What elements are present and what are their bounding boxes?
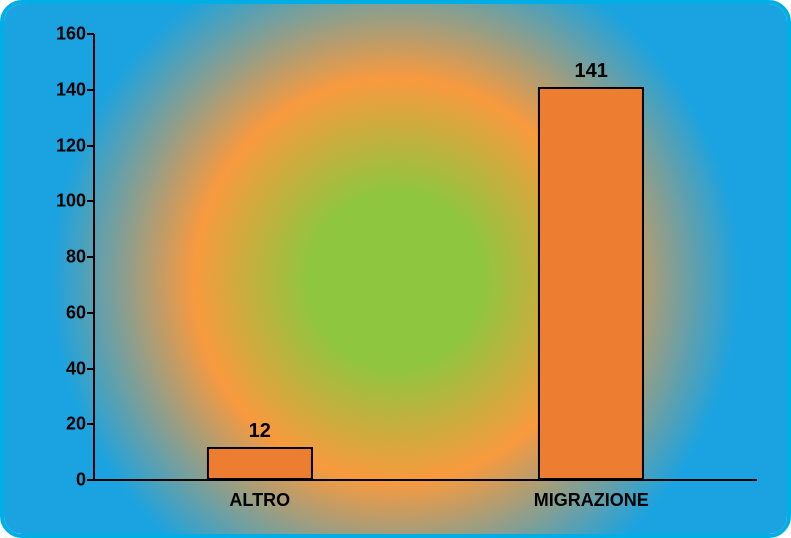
bar-chart: 02040608010012014016012ALTRO141MIGRAZION… [4, 4, 787, 534]
x-axis-line [93, 479, 757, 481]
x-tick-label: ALTRO [229, 480, 290, 511]
x-tick-label: MIGRAZIONE [534, 480, 649, 511]
bar-value-label: 12 [249, 420, 271, 449]
bar: 141 [538, 87, 644, 480]
y-tick-mark [87, 312, 94, 314]
plot-area: 02040608010012014016012ALTRO141MIGRAZION… [94, 34, 757, 480]
y-tick-mark [87, 200, 94, 202]
chart-card: 02040608010012014016012ALTRO141MIGRAZION… [0, 0, 791, 538]
y-tick-mark [87, 423, 94, 425]
y-tick-mark [87, 33, 94, 35]
y-tick-mark [87, 89, 94, 91]
y-tick-mark [87, 479, 94, 481]
y-tick-mark [87, 256, 94, 258]
bar: 12 [207, 447, 313, 480]
bar-value-label: 141 [575, 60, 608, 89]
y-tick-mark [87, 368, 94, 370]
y-tick-mark [87, 145, 94, 147]
